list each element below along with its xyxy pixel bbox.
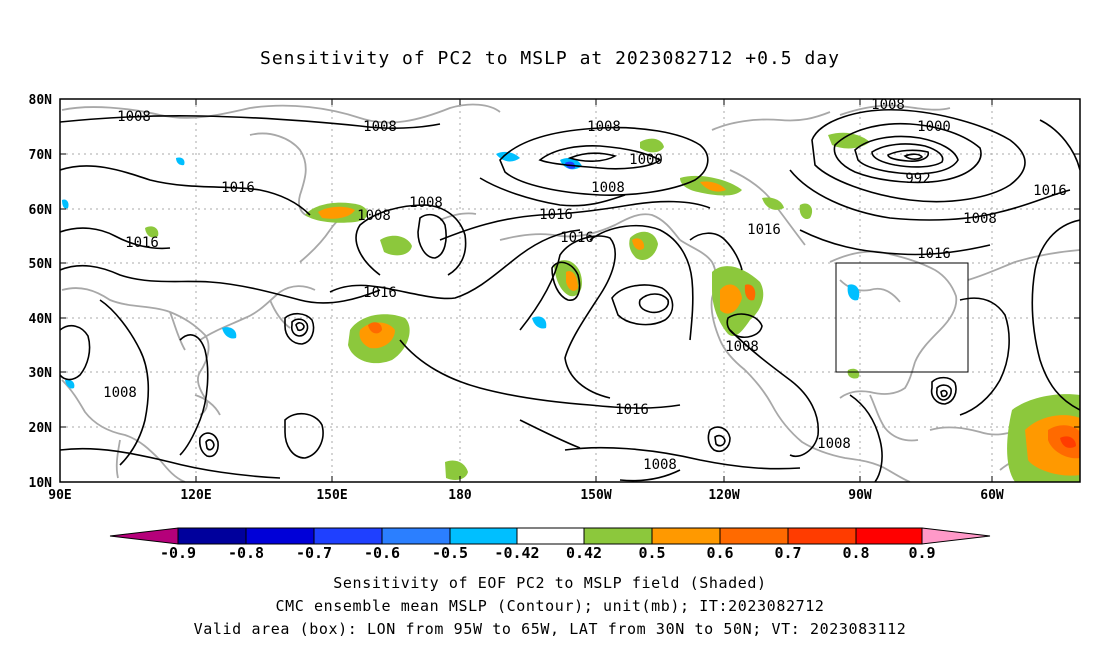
lat-label: 30N bbox=[29, 366, 53, 381]
colorbar-tick: -0.9 bbox=[160, 544, 196, 562]
contour-label: 1016 bbox=[539, 207, 573, 223]
lon-label: 120E bbox=[180, 488, 211, 503]
colorbar-tick: -0.5 bbox=[432, 544, 468, 562]
lon-label: 90W bbox=[848, 488, 872, 503]
colorbar-cell bbox=[651, 527, 721, 545]
map-frame bbox=[59, 98, 1081, 483]
lon-label: 120W bbox=[708, 488, 739, 503]
colorbar-cell bbox=[855, 527, 923, 545]
lat-label: 60N bbox=[29, 203, 53, 218]
colorbar-cell bbox=[921, 527, 991, 545]
lon-label: 60W bbox=[980, 488, 1004, 503]
lon-labels: 90E 120E 150E 180 150W 120W 90W 60W bbox=[48, 488, 1004, 503]
lat-label: 50N bbox=[29, 257, 53, 272]
colorbar-cell bbox=[313, 527, 383, 545]
colorbar-cell bbox=[516, 527, 585, 545]
footer-line-1: Sensitivity of EOF PC2 to MSLP field (Sh… bbox=[333, 574, 767, 592]
lon-label: 150W bbox=[580, 488, 611, 503]
colorbar-cell bbox=[583, 527, 653, 545]
contour-label: 1008 bbox=[587, 119, 621, 135]
contour-label: 1008 bbox=[363, 119, 397, 135]
colorbar-cell bbox=[449, 527, 518, 545]
colorbar-tick: 0.6 bbox=[706, 544, 733, 562]
colorbar-cell bbox=[719, 527, 789, 545]
lat-labels: 80N 70N 60N 50N 40N 30N 20N 10N bbox=[29, 93, 53, 491]
contour-label: 1008 bbox=[871, 97, 905, 113]
footer-line-3: Valid area (box): LON from 95W to 65W, L… bbox=[193, 620, 907, 638]
colorbar-tick: 0.8 bbox=[842, 544, 869, 562]
colorbar-cell bbox=[787, 527, 857, 545]
lat-label: 40N bbox=[29, 312, 53, 327]
colorbar-tick: -0.42 bbox=[494, 544, 539, 562]
colorbar-cell bbox=[381, 527, 451, 545]
contour-label: 1016 bbox=[125, 235, 159, 251]
colorbar-tick: -0.6 bbox=[364, 544, 400, 562]
mslp-contours bbox=[60, 108, 1080, 482]
contour-label: 1008 bbox=[103, 385, 137, 401]
colorbar-cell bbox=[177, 527, 247, 545]
grid-lines bbox=[60, 99, 1080, 482]
colorbar-cell bbox=[109, 527, 179, 545]
contour-label: 1008 bbox=[643, 457, 677, 473]
contour-label: 1008 bbox=[117, 109, 151, 125]
contour-label: 1016 bbox=[615, 402, 649, 418]
lat-label: 70N bbox=[29, 148, 53, 163]
contour-label: 1008 bbox=[357, 208, 391, 224]
contour-label: 1008 bbox=[591, 180, 625, 196]
colorbar-cell bbox=[245, 527, 315, 545]
colorbar-tick: -0.8 bbox=[228, 544, 264, 562]
lon-label: 150E bbox=[316, 488, 347, 503]
contour-label: 1000 bbox=[629, 152, 663, 168]
valid-area-box bbox=[835, 262, 969, 373]
lon-label: 180 bbox=[448, 488, 472, 503]
colorbar-tick: 0.5 bbox=[638, 544, 665, 562]
lon-label: 90E bbox=[48, 488, 71, 503]
lat-label: 80N bbox=[29, 93, 53, 108]
footer-line-2: CMC ensemble mean MSLP (Contour); unit(m… bbox=[275, 597, 825, 615]
contour-labels: 1008 1008 1008 1000 1008 1000 992 1008 1… bbox=[103, 97, 1067, 473]
contour-label: 1016 bbox=[1033, 183, 1067, 199]
lat-label: 20N bbox=[29, 421, 53, 436]
contour-label: 1016 bbox=[221, 180, 255, 196]
contour-label: 1008 bbox=[817, 436, 851, 452]
contour-label: 1016 bbox=[747, 222, 781, 238]
contour-label: 1016 bbox=[917, 246, 951, 262]
colorbar-tick: 0.42 bbox=[566, 544, 602, 562]
colorbar-tick: -0.7 bbox=[296, 544, 332, 562]
colorbar-tick: 0.9 bbox=[908, 544, 935, 562]
colorbar-tick: 0.7 bbox=[774, 544, 801, 562]
contour-label: 1016 bbox=[560, 230, 594, 246]
map-title: Sensitivity of PC2 to MSLP at 2023082712… bbox=[259, 48, 840, 69]
contour-label: 992 bbox=[905, 171, 930, 187]
colorbar-ticks: -0.9 -0.8 -0.7 -0.6 -0.5 -0.42 0.42 0.5 … bbox=[160, 544, 936, 562]
axis-ticks bbox=[60, 99, 1080, 482]
contour-label: 1016 bbox=[363, 285, 397, 301]
contour-label: 1008 bbox=[409, 195, 443, 211]
contour-label: 1008 bbox=[963, 211, 997, 227]
contour-label: 1000 bbox=[917, 119, 951, 135]
colorbar bbox=[109, 527, 991, 545]
contour-label: 1008 bbox=[725, 339, 759, 355]
lat-label: 10N bbox=[29, 476, 53, 491]
